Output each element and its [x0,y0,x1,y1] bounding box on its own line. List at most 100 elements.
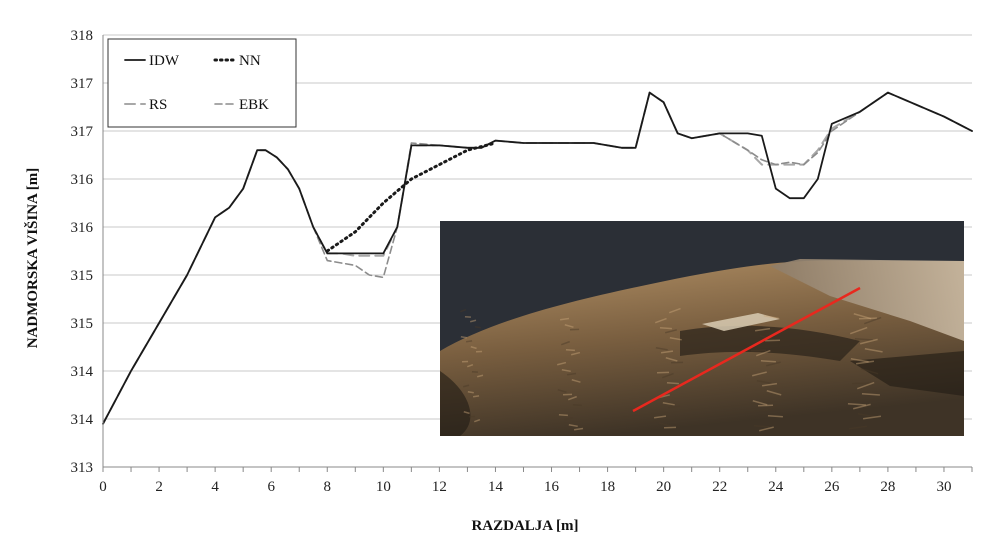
inset-texture [764,339,781,342]
inset-texture [462,384,470,388]
x-tick-label: 30 [936,479,951,495]
inset-texture [752,399,768,406]
axes [102,35,972,468]
x-tick-label: 8 [324,479,332,495]
inset-profile-line [632,286,861,413]
x-tick-label: 20 [656,479,671,495]
inset-shadow [680,325,860,361]
inset-texture [659,327,672,330]
inset-texture [473,395,480,398]
x-tick-label: 0 [99,479,107,495]
inset-texture [561,368,571,373]
inset-texture [661,372,674,379]
inset-texture [849,425,868,430]
inset-texture [754,327,771,332]
inset-texture [469,319,477,323]
y-tick-label: 316 [71,220,94,236]
inset-texture [476,350,483,353]
legend-box [107,38,297,128]
legend-label-ebk: EBK [239,97,269,113]
inset-texture [759,426,774,432]
inset-texture [858,317,878,320]
inset-texture [571,351,581,356]
series-line-idw [102,91,973,425]
inset-texture [847,403,866,406]
inset-texture [557,361,567,366]
legend-label-idw: IDW [149,53,180,69]
inset-texture [662,402,675,406]
series-group [102,91,973,425]
inset-texture [467,363,474,368]
x-tick-label: 4 [211,479,219,495]
inset-texture [560,317,570,321]
y-tick-label: 314 [71,364,94,380]
inset-texture [762,382,778,387]
inset-texture [766,361,781,367]
inset-texture [568,424,578,428]
inset-texture [655,346,668,351]
inset-texture [860,368,879,375]
x-tick-labels: 0 2 4 6 8 10 12 14 16 18 20 22 24 26 28 30 [99,467,973,495]
inset-texture [658,422,671,427]
inset-texture [558,414,568,417]
inset-texture [476,374,484,378]
inset-texture [471,371,478,373]
inset-texture [654,415,667,419]
inset-texture [852,382,871,385]
inset-shadow [440,371,471,436]
inset-texture [568,395,577,401]
inset-texture [751,349,767,352]
x-tick-label: 6 [267,479,275,495]
inset-texture [571,379,581,383]
inset-texture [569,328,580,331]
inset-texture [466,340,473,343]
inset-texture [470,345,477,350]
inset-texture [658,394,671,399]
inset-texture [850,358,869,363]
x-tick-label: 26 [824,479,840,495]
inset-texture [656,371,670,374]
inset-texture [654,317,667,324]
inset-texture [474,418,481,423]
y-tick-label: 317 [71,124,94,140]
inset-texture [763,315,779,320]
inset-texture [849,326,868,335]
inset-texture [853,312,872,320]
inset-texture [564,324,574,328]
y-tick-label: 314 [71,412,94,428]
x-tick-label: 14 [488,479,504,495]
inset-texture [665,357,678,362]
inset-texture [856,381,875,390]
inset-texture [463,411,470,415]
series-line-nn [325,141,497,253]
inset-texture [665,329,678,334]
y-tick-label: 316 [71,172,94,188]
inset-shadow [850,351,964,396]
inset-texture [564,416,574,421]
inset-texture [861,393,880,396]
inset-texture [766,390,782,396]
inset-texture [469,415,476,418]
x-tick-label: 24 [768,479,784,495]
terrain-inset-photo [440,221,964,436]
inset-texture [460,336,467,339]
legend-label-rs: RS [149,97,167,113]
inset-texture [853,403,871,410]
inset-texture [669,337,682,341]
inset-texture [572,404,582,407]
inset-texture [854,338,873,341]
y-tick-label: 315 [71,316,94,332]
inset-texture [863,415,882,420]
inset-content [440,221,964,436]
inset-texture [574,427,584,431]
inset-texture [760,360,776,363]
x-tick-label: 18 [600,479,615,495]
y-axis-title: NADMORSKA VIŠINA [m] [24,168,41,349]
inset-texture [751,371,767,377]
legend-label-nn: NN [239,53,261,69]
inset-texture [565,349,575,352]
inset-texture [669,307,681,314]
inset-texture [753,425,769,428]
y-tick-label: 317 [71,76,94,92]
